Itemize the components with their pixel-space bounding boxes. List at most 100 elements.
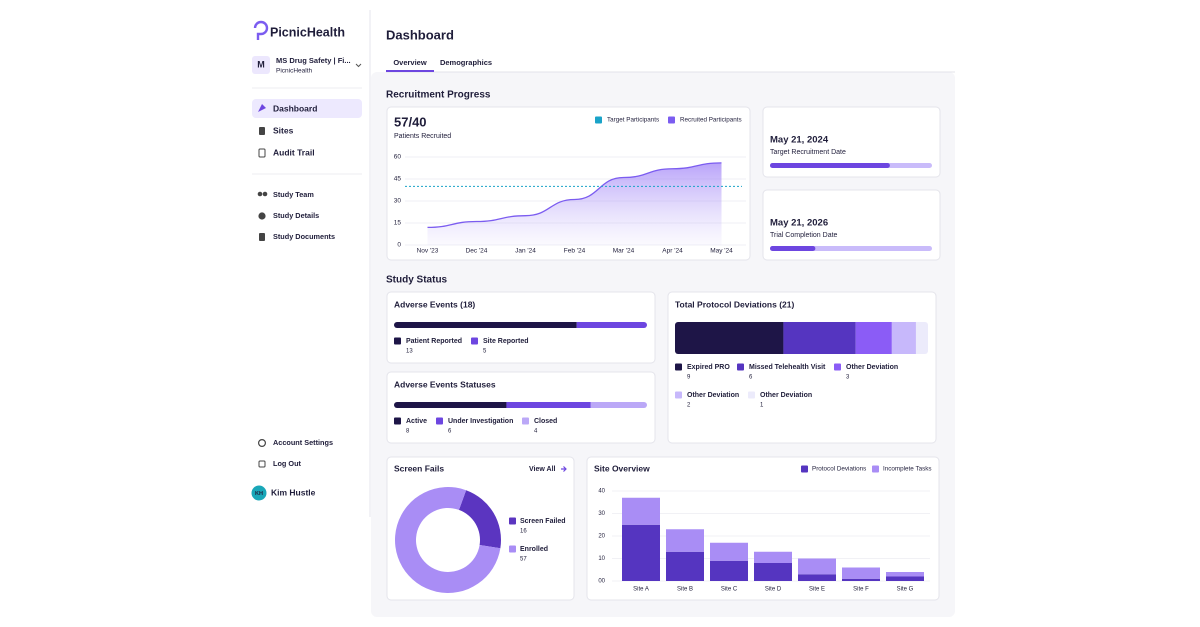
legend-count: 5: [483, 349, 487, 355]
milestone-date: May 21, 2026: [770, 218, 828, 229]
bar: [666, 551, 704, 581]
org-caret[interactable]: [355, 63, 362, 68]
legend-label: Other Deviation: [846, 364, 898, 371]
bar-segment: [394, 322, 577, 328]
legend-label: Protocol Deviations: [812, 466, 866, 473]
legend-label: Site Reported: [483, 338, 529, 345]
x-tick-label: Jan '24: [515, 248, 536, 255]
x-tick-label: Site D: [765, 587, 782, 593]
legend-swatch: [675, 363, 682, 371]
nav-item[interactable]: Account Settings: [273, 438, 333, 447]
progress-fill: [770, 246, 816, 251]
legend-label: Expired PRO: [687, 364, 730, 371]
user-name[interactable]: Kim Hustle: [271, 487, 316, 497]
y-tick-label: 0: [397, 242, 401, 249]
x-tick-label: Mar '24: [613, 248, 635, 255]
x-tick-label: Site B: [677, 587, 693, 593]
org-sub: PicnicHealth: [276, 68, 313, 75]
tab[interactable]: Overview: [393, 58, 427, 67]
logo-icon: [253, 20, 269, 40]
legend-count: 4: [534, 429, 538, 435]
headline: 57/40: [394, 114, 427, 129]
y-tick-label: 30: [394, 198, 402, 205]
bar: [710, 542, 748, 561]
bar: [666, 529, 704, 552]
legend-label: Other Deviation: [760, 392, 812, 399]
card-title: Site Overview: [594, 463, 650, 473]
page-title: Dashboard: [386, 27, 454, 42]
bar: [886, 576, 924, 581]
audit-icon: [258, 148, 266, 158]
y-tick-label: 30: [598, 511, 605, 517]
nav-item[interactable]: Study Documents: [273, 232, 335, 241]
card-title: Screen Fails: [394, 463, 444, 473]
milestone-card: [762, 189, 941, 261]
legend-label: Under Investigation: [448, 418, 513, 425]
bar-segment: [855, 322, 892, 354]
card-title: Total Protocol Deviations (21): [675, 299, 795, 309]
view-all-link[interactable]: View All: [529, 466, 556, 473]
legend-label: Active: [406, 418, 427, 425]
area: [427, 162, 722, 245]
legend-swatch: [801, 465, 808, 473]
nav-item[interactable]: Audit Trail: [273, 147, 315, 157]
legend-count: 57: [520, 557, 527, 563]
dashboard-icon: [258, 104, 266, 112]
legend-swatch: [522, 417, 529, 425]
nav-item[interactable]: Dashboard: [273, 103, 317, 113]
legend-swatch: [509, 545, 516, 553]
legend-label: Closed: [534, 418, 557, 425]
bar: [886, 572, 924, 577]
tab[interactable]: Demographics: [440, 58, 492, 67]
x-tick-label: May '24: [710, 248, 733, 255]
legend-swatch: [436, 417, 443, 425]
x-tick-label: Feb '24: [564, 248, 586, 255]
nav-item[interactable]: Log Out: [273, 459, 302, 468]
user-avatar: [251, 485, 267, 501]
x-tick-label: Site F: [853, 587, 869, 593]
team-icon: [257, 191, 263, 197]
logout-icon: [258, 460, 266, 468]
legend-swatch: [394, 417, 401, 425]
bar-segment: [783, 322, 856, 354]
y-tick-label: 20: [598, 534, 605, 540]
card-title: Adverse Events Statuses: [394, 379, 496, 389]
donut-segment: [395, 487, 501, 594]
documents-icon: [259, 233, 265, 241]
view-all-arrow[interactable]: [561, 466, 567, 472]
y-tick-label: 60: [394, 154, 402, 161]
legend-swatch: [737, 363, 744, 371]
legend-count: 16: [520, 529, 527, 535]
bar-segment: [675, 322, 784, 354]
org-avatar: [252, 56, 270, 74]
org-name[interactable]: MS Drug Safety | Fi...: [276, 56, 351, 65]
bar: [798, 558, 836, 575]
y-tick-label: 45: [394, 176, 402, 183]
milestone-label: Trial Completion Date: [770, 232, 838, 239]
bar: [754, 563, 792, 581]
legend-count: 1: [760, 403, 764, 409]
nav-item[interactable]: Study Team: [273, 190, 314, 199]
nav-item[interactable]: Sites: [273, 125, 294, 135]
legend-swatch: [595, 116, 602, 124]
legend-label: Missed Telehealth Visit: [749, 364, 826, 371]
org-initial: M: [257, 59, 265, 69]
legend-label: Enrolled: [520, 546, 548, 553]
legend-count: 2: [687, 403, 691, 409]
sites-icon: [259, 127, 265, 135]
team-icon: [262, 191, 268, 197]
legend-label: Target Participants: [607, 117, 659, 124]
milestone-card: [762, 106, 941, 178]
y-tick-label: 00: [598, 579, 605, 585]
legend-count: 6: [749, 375, 753, 381]
legend-swatch: [509, 517, 516, 525]
bar: [622, 524, 660, 581]
x-tick-label: Dec '24: [466, 248, 488, 255]
bar: [622, 497, 660, 525]
y-tick-label: 10: [598, 556, 605, 562]
nav-item[interactable]: Study Details: [273, 211, 319, 220]
bar-segment: [915, 322, 928, 354]
legend-label: Incomplete Tasks: [883, 466, 932, 473]
legend-swatch: [872, 465, 879, 473]
